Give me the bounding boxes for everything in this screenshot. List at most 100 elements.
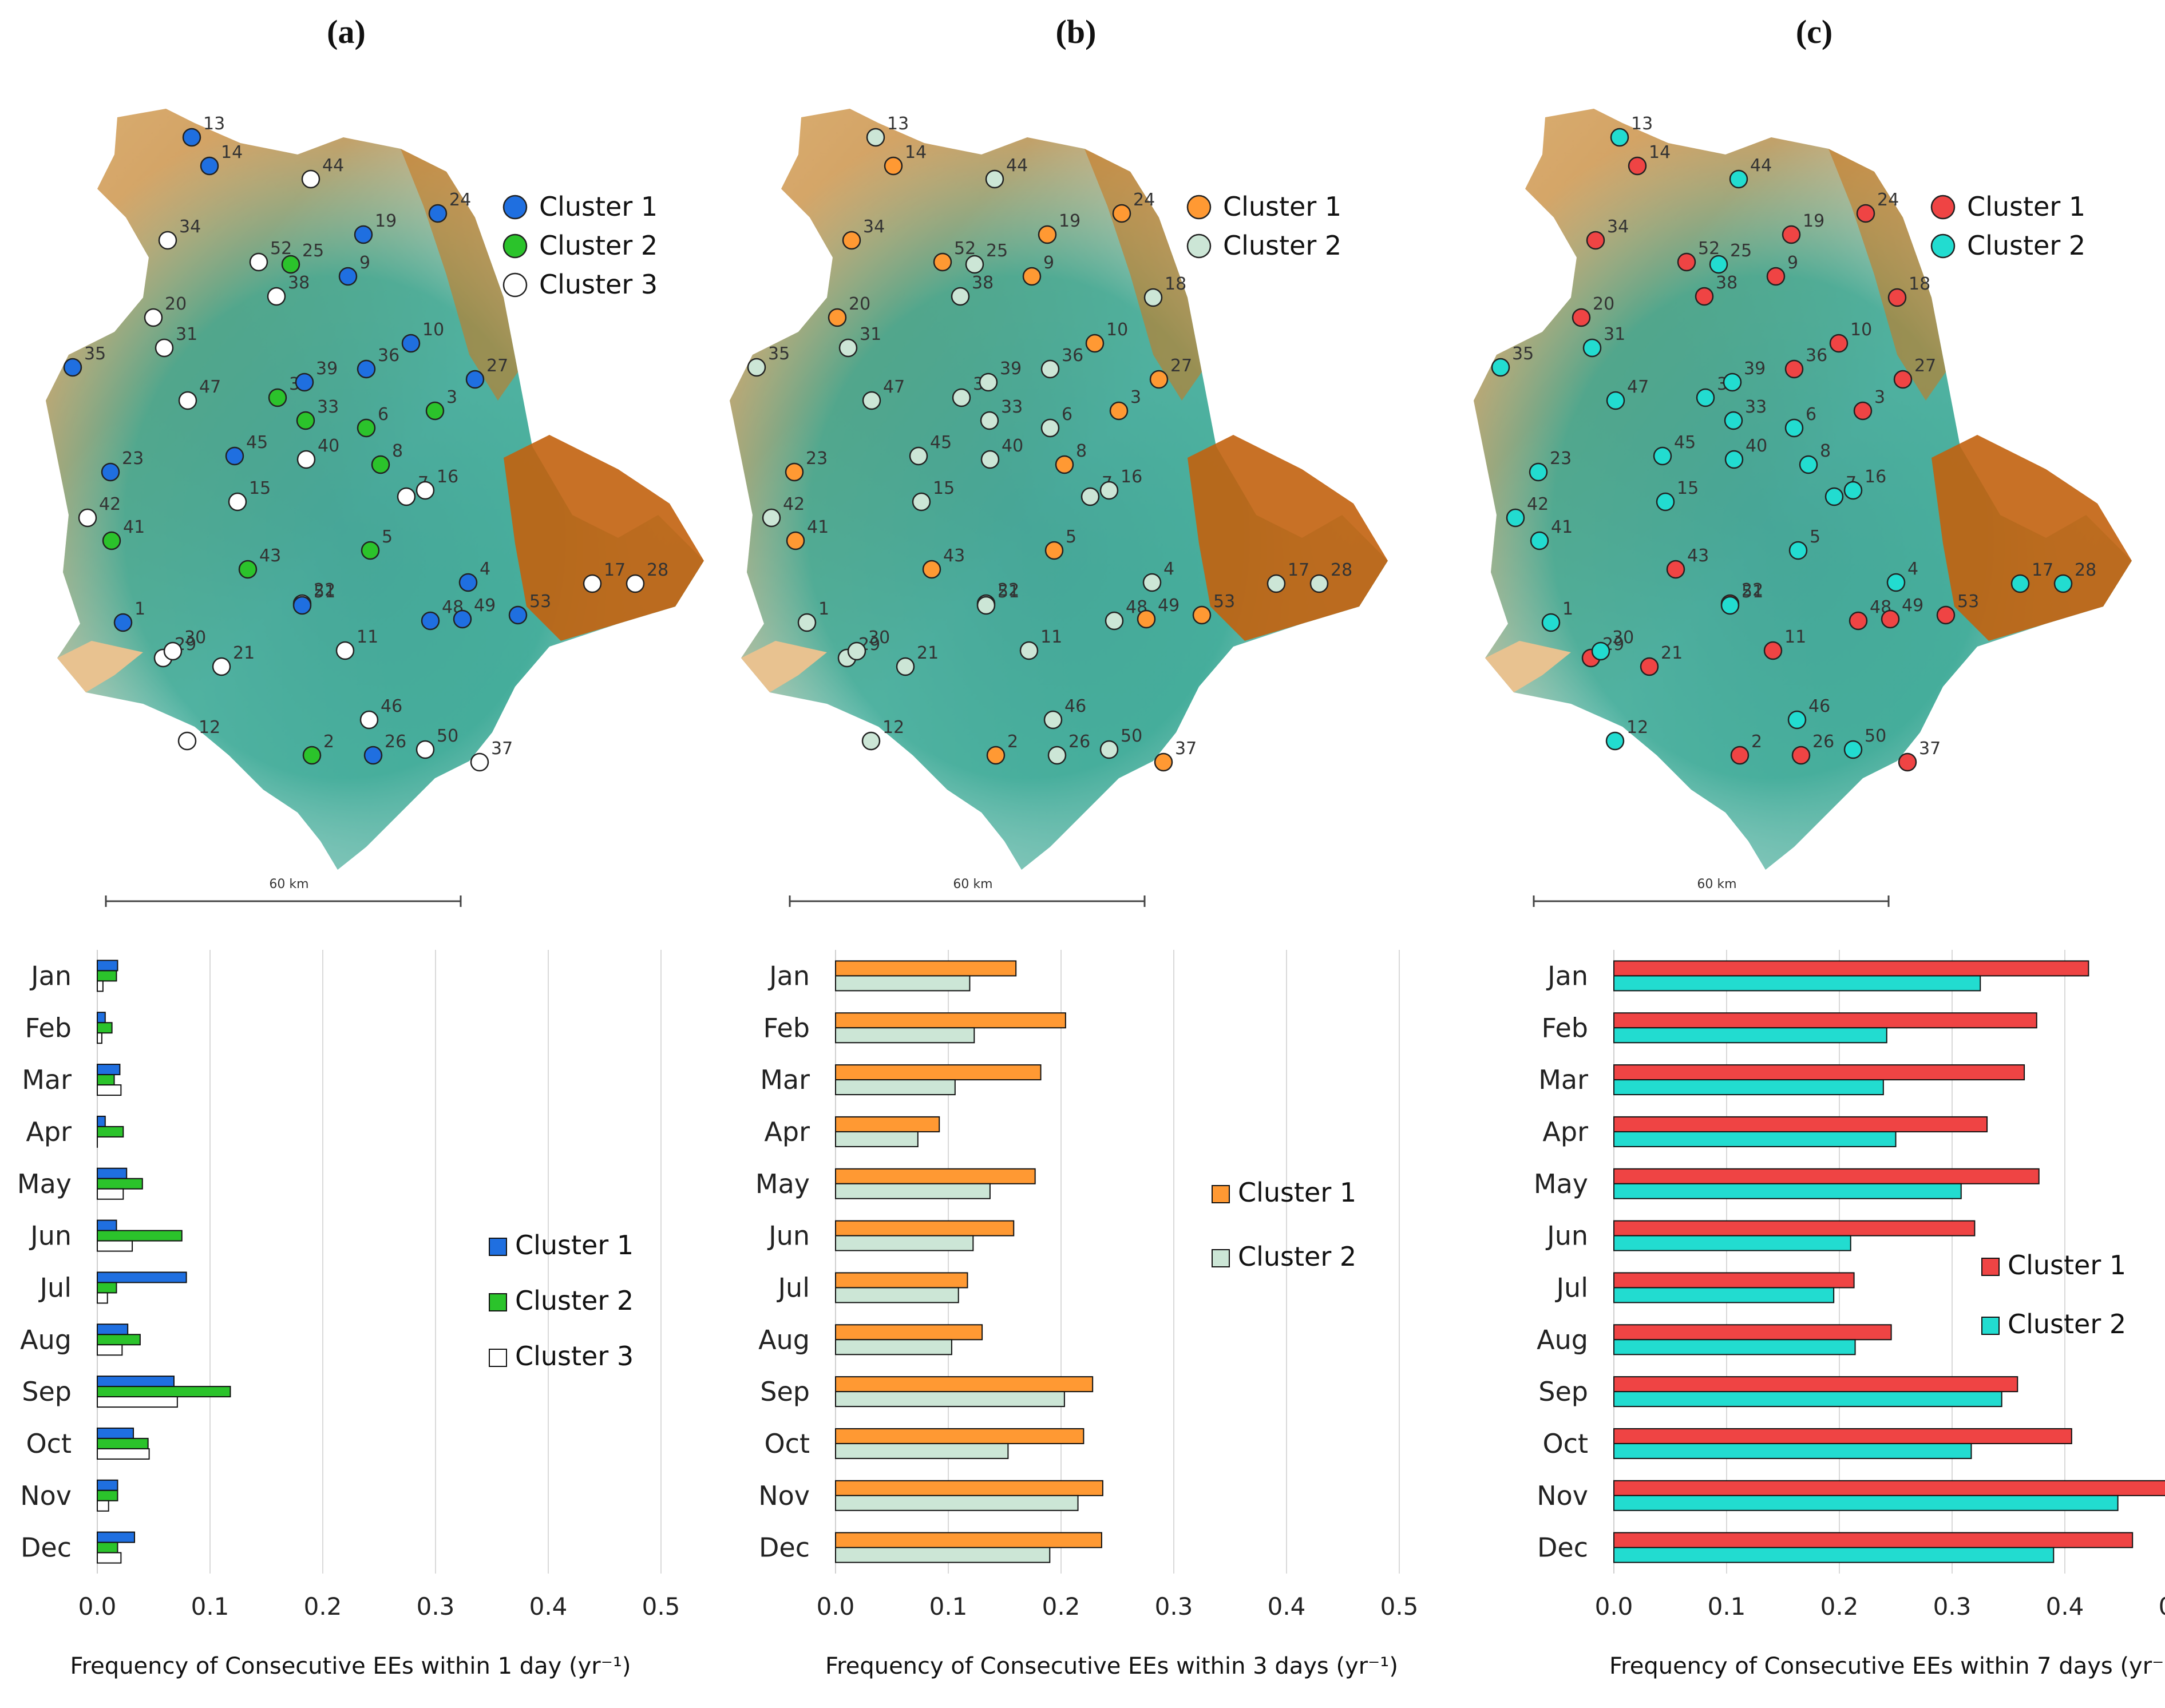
station-marker (951, 287, 970, 306)
bar (1613, 1183, 1962, 1199)
station-marker (1709, 255, 1728, 274)
station-marker (1936, 605, 1956, 625)
chart-legend-swatch-3 (489, 1349, 507, 1367)
x-axis-title: Frequency of Consecutive EEs within 7 da… (1609, 1653, 2165, 1679)
bar (835, 1480, 1103, 1496)
station-44: 44 (1729, 156, 1772, 189)
station-marker (268, 388, 287, 407)
category-label: Aug (20, 1324, 72, 1355)
station-10: 10 (401, 320, 444, 353)
bar (97, 1064, 121, 1076)
mountain-area-east (1188, 435, 1388, 641)
bar (97, 960, 118, 972)
station-23: 23 (101, 449, 144, 482)
category-label: Jul (776, 1272, 810, 1303)
station-marker (212, 657, 231, 676)
station-number: 33 (1745, 397, 1767, 417)
station-47: 47 (862, 377, 905, 410)
x-tick-label: 0.2 (304, 1592, 342, 1620)
station-marker (861, 731, 881, 751)
station-marker (1022, 267, 1042, 286)
station-21: 21 (1640, 643, 1683, 676)
station-5: 5 (1044, 527, 1076, 560)
station-48: 48 (1105, 597, 1147, 631)
station-number: 52 (1698, 239, 1720, 259)
station-number: 53 (1957, 592, 1979, 612)
category-label: Feb (763, 1012, 810, 1043)
station-number: 51 (1742, 582, 1763, 602)
station-number: 15 (249, 478, 271, 498)
bar (97, 1167, 128, 1179)
station-marker (1055, 455, 1074, 474)
station-marker (1610, 128, 1629, 147)
station-40: 40 (980, 436, 1023, 469)
bar (1613, 1220, 1976, 1237)
category-label: Apr (26, 1116, 72, 1147)
station-35: 35 (1491, 344, 1534, 377)
station-marker (1112, 204, 1131, 223)
station-number: 52 (954, 239, 976, 259)
station-2: 2 (1730, 732, 1762, 765)
bar (835, 1079, 956, 1096)
station-number: 26 (1068, 732, 1090, 752)
station-marker (1843, 481, 1863, 500)
station-8: 8 (1055, 441, 1087, 474)
station-45: 45 (1653, 433, 1696, 466)
bar (97, 1552, 122, 1564)
station-marker (1729, 169, 1748, 189)
bar (835, 1131, 919, 1147)
station-number: 12 (882, 718, 904, 738)
station-marker (397, 487, 416, 506)
bar-chart-a: 0.0 0.1 0.2 0.3 0.4 0.5 Jan Feb Mar Apr May Jun Jul A… (17, 950, 680, 1679)
x-tick-label: 0.4 (1268, 1592, 1306, 1620)
bar (97, 1323, 129, 1336)
station-marker (1149, 370, 1169, 389)
station-marker (371, 455, 390, 474)
category-label: Apr (1542, 1116, 1588, 1147)
station-marker (1530, 531, 1549, 550)
station-number: 38 (972, 273, 994, 293)
station-50: 50 (1843, 726, 1886, 759)
station-53: 53 (1192, 592, 1235, 625)
station-45: 45 (909, 433, 952, 466)
station-marker (182, 128, 201, 147)
bar (97, 1271, 187, 1283)
station-number: 43 (943, 546, 965, 566)
station-52: 52 (249, 239, 292, 272)
station-number: 34 (863, 217, 885, 237)
station-26: 26 (1047, 732, 1090, 765)
station-number: 27 (486, 356, 508, 376)
station-number: 24 (1133, 190, 1155, 210)
station-16: 16 (1843, 467, 1886, 500)
station-marker (747, 358, 766, 377)
station-number: 10 (422, 320, 444, 340)
station-number: 31 (860, 324, 881, 344)
station-8: 8 (371, 441, 403, 474)
station-41: 41 (786, 517, 829, 550)
station-marker (1628, 156, 1647, 176)
panel-label-a: (a) (327, 13, 366, 50)
chart-legend-label-2: Cluster 2 (2008, 1309, 2126, 1340)
station-number: 46 (1808, 696, 1830, 716)
station-marker (1843, 740, 1863, 759)
station-number: 36 (378, 346, 399, 366)
station-number: 33 (317, 397, 339, 417)
station-marker (1656, 492, 1675, 512)
bar (835, 1012, 1066, 1029)
station-number: 6 (378, 405, 389, 425)
bar (835, 1116, 940, 1132)
station-number: 22 (998, 580, 1019, 600)
station-marker (1881, 609, 1900, 629)
bar (97, 1126, 124, 1138)
station-17: 17 (1266, 560, 1309, 593)
station-marker (1047, 746, 1067, 765)
station-15: 15 (228, 478, 271, 512)
station-marker (847, 641, 866, 661)
map-legend-marker-2 (502, 233, 528, 259)
station-number: 24 (449, 190, 471, 210)
station-25: 25 (965, 241, 1008, 274)
bar (1613, 960, 2089, 977)
bar (835, 1027, 975, 1044)
x-tick-label: 0.2 (1042, 1592, 1080, 1620)
station-12: 12 (1605, 718, 1648, 751)
